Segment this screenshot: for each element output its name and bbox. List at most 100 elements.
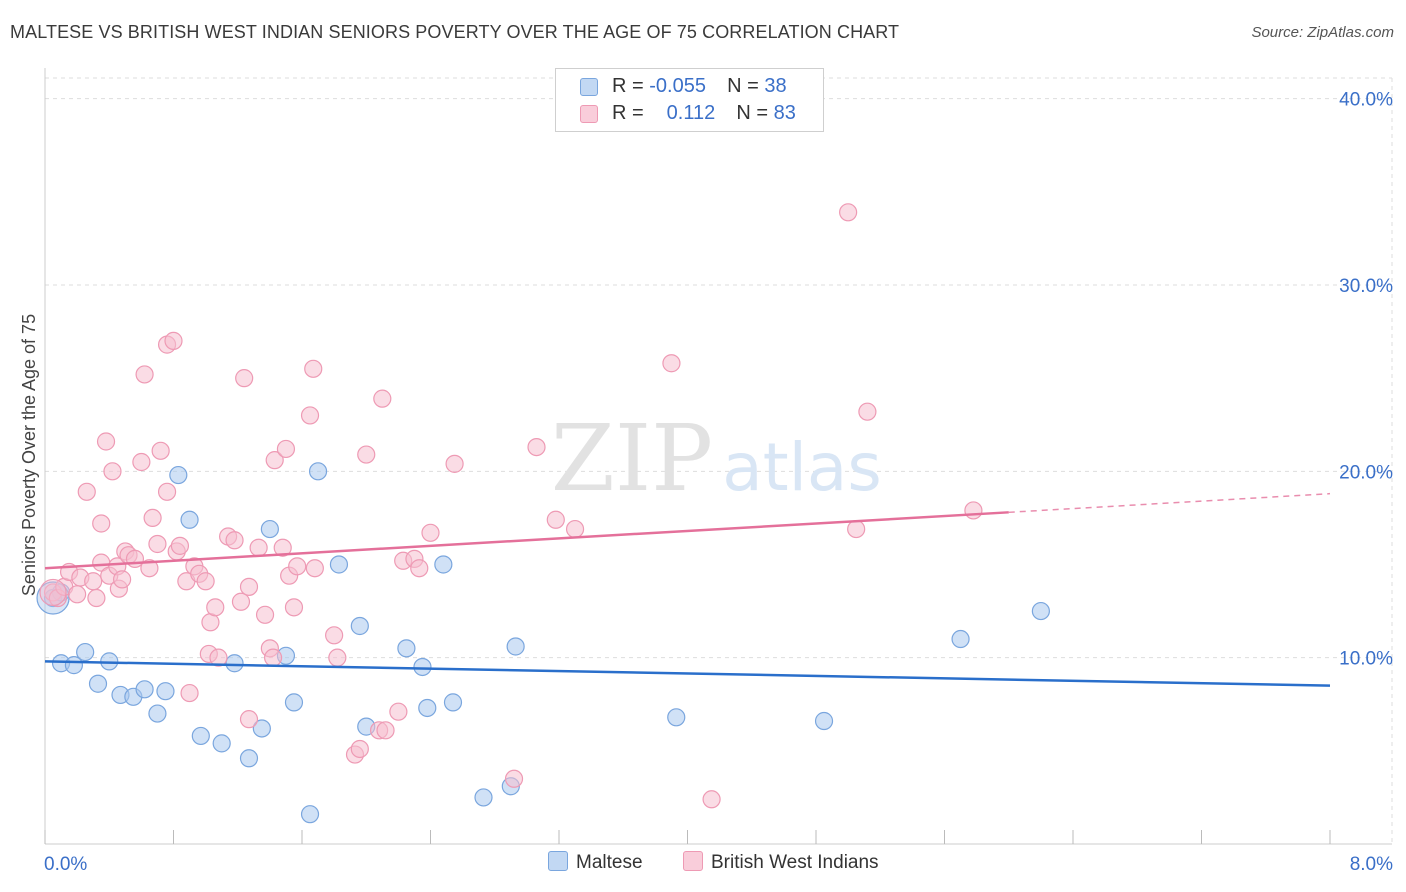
maltese-point [260,519,279,539]
bwi-point [389,702,408,721]
x-tick-label: 0.0% [44,854,87,875]
grid-lines [45,77,1393,844]
r-value: -0.055 [649,75,706,97]
maltese-point [212,734,231,753]
bwi-point [350,739,369,759]
bwi-point [304,359,323,378]
bwi-point [858,402,877,421]
bwi-point [87,588,106,608]
axes [44,68,1392,845]
bwi-point [702,790,721,809]
bwi-point [170,536,190,555]
maltese-point [300,805,320,824]
bwi-point [249,538,268,557]
maltese-point [506,637,525,656]
bwi-point [96,432,116,451]
maltese-point [191,726,210,746]
bwi-point [421,523,440,542]
maltese-point [1031,601,1050,621]
bwi-point [68,585,87,604]
maltese-point [308,462,328,481]
bwi-point [255,605,275,624]
bwi-point [964,501,983,520]
bwi-point [847,519,866,539]
x-tick-label: 8.0% [1350,854,1393,875]
maltese-point [156,682,175,701]
bwi-point [263,648,283,667]
bwi-point [565,519,585,539]
bwi-point [209,648,228,667]
bwi-point [265,451,284,470]
bwi-point [92,514,111,533]
chart-title: MALTESE VS BRITISH WEST INDIAN SENIORS P… [10,22,900,42]
bwi-point-cluster [39,578,67,607]
bwi-point [77,482,96,501]
bwi-points [39,203,983,809]
bwi-point [376,721,395,740]
bwi-point [225,531,244,550]
bwi-point [239,577,259,596]
bwi-point [140,559,159,578]
maltese-point [239,749,259,768]
bwi-point [206,598,225,617]
maltese-point [443,693,463,712]
axis-labels: 10.0% 20.0% 30.0% 40.0% 0.0% 8.0% Seniors Pove… [19,90,1393,875]
bwi-point [135,365,154,384]
n-value: 83 [773,102,796,124]
maltese-point [951,629,970,649]
y-tick-label: 30.0% [1339,276,1393,297]
r-label: R = [612,102,644,124]
maltese-point [180,510,199,529]
y-axis-title: Seniors Poverty Over the Age of 75 [19,314,39,596]
maltese-point [329,555,349,574]
bwi-point [273,538,292,557]
maltese-point [76,642,95,662]
bwi-point [527,437,546,457]
bwi-point [103,462,122,481]
bwi-point [276,439,296,459]
bwi-point [231,592,251,611]
y-tick-label: 40.0% [1339,90,1393,111]
bwi-point [325,626,344,645]
bwi-point [662,354,681,373]
bwi-swatch [580,105,598,123]
maltese-legend-swatch [548,851,568,871]
bwi-point [328,648,347,667]
maltese-point [814,711,834,731]
maltese-point [667,708,686,727]
bwi-point [151,441,170,460]
bwi-legend-label: British West Indians [711,852,879,873]
bwi-point [373,389,392,408]
legend-maltese: Maltese [548,851,643,874]
watermark: ZIP atlas [551,405,882,512]
maltese-point [88,674,108,693]
trend-lines [44,492,1331,687]
bwi-point [357,445,376,464]
maltese-trend-line [44,660,1331,687]
maltese-point [169,465,188,485]
bwi-trend-line-extension [1008,492,1331,514]
bwi-point [546,510,565,529]
bwi-point [132,452,151,472]
bwi-point [157,482,177,501]
bwi-point [164,331,183,350]
maltese-point [418,698,437,718]
maltese-points [36,462,1050,824]
maltese-swatch [580,78,598,96]
maltese-point [225,654,244,673]
bwi-point [839,203,858,222]
maltese-point [474,788,493,807]
bwi-point [239,710,259,729]
watermark-atlas: atlas [722,429,882,506]
correlation-legend: R = -0.055 N = 38 R = 0.112 N = 83 [555,68,824,132]
bwi-point [504,769,524,788]
y-tick-label: 20.0% [1339,462,1393,483]
y-tick-label: 10.0% [1339,649,1393,670]
bwi-point [125,549,145,568]
maltese-legend-label: Maltese [576,852,643,873]
bwi-point [143,508,162,528]
watermark-zip: ZIP [551,405,713,512]
n-label: N = [736,102,769,124]
bwi-point [235,369,254,388]
